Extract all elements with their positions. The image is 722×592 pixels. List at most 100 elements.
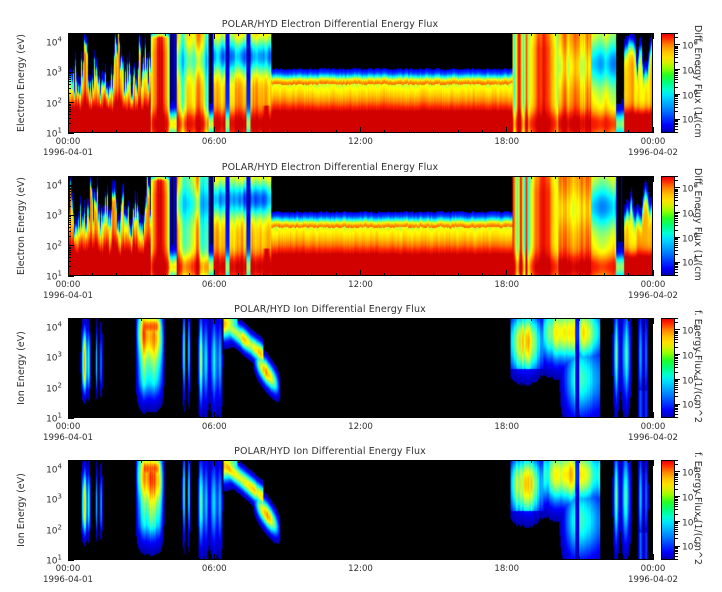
y-minor-tick — [68, 473, 71, 475]
x-minor-tick — [140, 273, 142, 276]
x-tick-top — [457, 176, 459, 179]
x-major-tick — [213, 270, 215, 276]
panel-title: POLAR/HYD Ion Differential Energy Flux — [234, 304, 426, 315]
colorbar-major-tick — [675, 496, 680, 498]
y-major-tick — [68, 468, 74, 470]
y-minor-tick — [68, 489, 71, 491]
x-minor-tick — [433, 415, 435, 418]
y-tick-mantissa: 10 — [46, 181, 58, 192]
y-minor-tick — [68, 475, 71, 477]
colorbar — [661, 176, 675, 276]
colorbar-minor-tick — [675, 49, 678, 51]
x-tick-label: 12:00 — [348, 564, 373, 575]
x-minor-tick — [189, 273, 191, 276]
colorbar-minor-tick — [675, 61, 678, 63]
colorbar-minor-tick — [675, 334, 678, 336]
x-minor-tick — [91, 273, 93, 276]
colorbar-minor-tick — [675, 179, 678, 181]
colorbar-tick-mantissa: 10 — [682, 91, 694, 102]
colorbar-minor-tick — [675, 189, 678, 191]
colorbar-minor-tick — [675, 333, 678, 335]
colorbar-minor-tick — [675, 175, 678, 177]
colorbar-minor-tick — [675, 549, 678, 551]
y-tick-exponent: 4 — [57, 178, 62, 187]
colorbar-minor-tick — [675, 217, 678, 219]
spectrogram-plot-area[interactable] — [68, 33, 653, 133]
colorbar-major-tick — [675, 237, 680, 239]
x-tick-time: 00:00 — [640, 564, 666, 574]
x-tick-top — [140, 33, 142, 36]
x-minor-tick — [555, 557, 556, 560]
y-tick-label: 103 — [34, 493, 62, 506]
x-tick-label: 18:00 — [494, 564, 519, 575]
colorbar-tick-label: 107 — [682, 206, 698, 219]
spectrogram-image — [69, 319, 652, 417]
y-minor-tick — [68, 530, 71, 532]
x-minor-tick — [628, 273, 630, 276]
spectrogram-plot-area[interactable] — [68, 460, 653, 560]
y-tick-label: 101 — [34, 127, 62, 140]
y-minor-tick — [68, 471, 71, 473]
colorbar-minor-tick — [675, 264, 678, 266]
x-minor-tick — [457, 415, 459, 418]
x-tick-time: 06:00 — [201, 280, 227, 290]
y-tick-mantissa: 10 — [46, 211, 58, 222]
colorbar-minor-tick — [675, 416, 678, 418]
x-tick-top — [335, 460, 337, 463]
x-tick-top — [360, 460, 361, 466]
x-major-tick — [67, 412, 69, 418]
x-tick-top — [652, 460, 654, 466]
colorbar-minor-tick — [675, 103, 678, 105]
x-minor-tick — [238, 130, 240, 133]
colorbar-minor-tick — [675, 219, 678, 221]
x-tick-top — [165, 176, 166, 179]
x-tick-date: 1996-04-02 — [628, 574, 678, 585]
colorbar — [661, 33, 675, 133]
y-tick-exponent: 4 — [57, 462, 62, 471]
x-tick-top — [262, 176, 264, 179]
x-minor-tick — [262, 273, 264, 276]
x-tick-top — [408, 176, 410, 179]
x-minor-tick — [140, 415, 142, 418]
y-tick-label: 104 — [34, 463, 62, 476]
spectrogram-plot-area[interactable] — [68, 318, 653, 418]
colorbar-minor-tick — [675, 97, 678, 99]
x-tick-top — [91, 33, 93, 36]
colorbar-minor-tick — [675, 262, 678, 264]
colorbar-major-tick — [675, 94, 680, 96]
colorbar-label: f. Energy Flux (1/(cm^2 — [692, 452, 703, 565]
y-minor-tick — [68, 57, 71, 59]
x-tick-date: 1996-04-01 — [43, 290, 93, 301]
colorbar-minor-tick — [675, 101, 678, 103]
x-tick-time: 12:00 — [348, 422, 373, 432]
colorbar-minor-tick — [675, 384, 678, 386]
y-tick-exponent: 1 — [57, 411, 62, 420]
colorbar-minor-tick — [675, 380, 678, 382]
colorbar-minor-tick — [675, 513, 678, 515]
y-minor-tick — [68, 505, 71, 507]
x-minor-tick — [335, 130, 337, 133]
x-minor-tick — [189, 415, 191, 418]
y-tick-exponent: 3 — [57, 208, 62, 217]
x-tick-top — [457, 460, 459, 463]
colorbar-minor-tick — [675, 269, 678, 271]
x-minor-tick — [335, 273, 337, 276]
x-tick-label: 18:00 — [494, 280, 519, 291]
colorbar-minor-tick — [675, 478, 678, 480]
x-major-tick — [506, 270, 508, 276]
x-tick-top — [165, 460, 166, 463]
x-tick-top — [238, 318, 240, 321]
y-tick-exponent: 3 — [57, 492, 62, 501]
colorbar-minor-tick — [675, 358, 678, 360]
colorbar-minor-tick — [675, 111, 678, 113]
x-major-tick — [360, 270, 361, 276]
spectrogram-plot-area[interactable] — [68, 176, 653, 276]
colorbar-major-tick — [675, 379, 680, 381]
x-minor-tick — [116, 415, 118, 418]
y-minor-tick — [68, 366, 71, 368]
x-tick-label: 12:00 — [348, 280, 373, 291]
colorbar-tick-label: 107 — [682, 490, 698, 503]
x-tick-label: 18:00 — [494, 137, 519, 148]
colorbar-minor-tick — [675, 57, 678, 59]
x-major-tick — [506, 412, 508, 418]
